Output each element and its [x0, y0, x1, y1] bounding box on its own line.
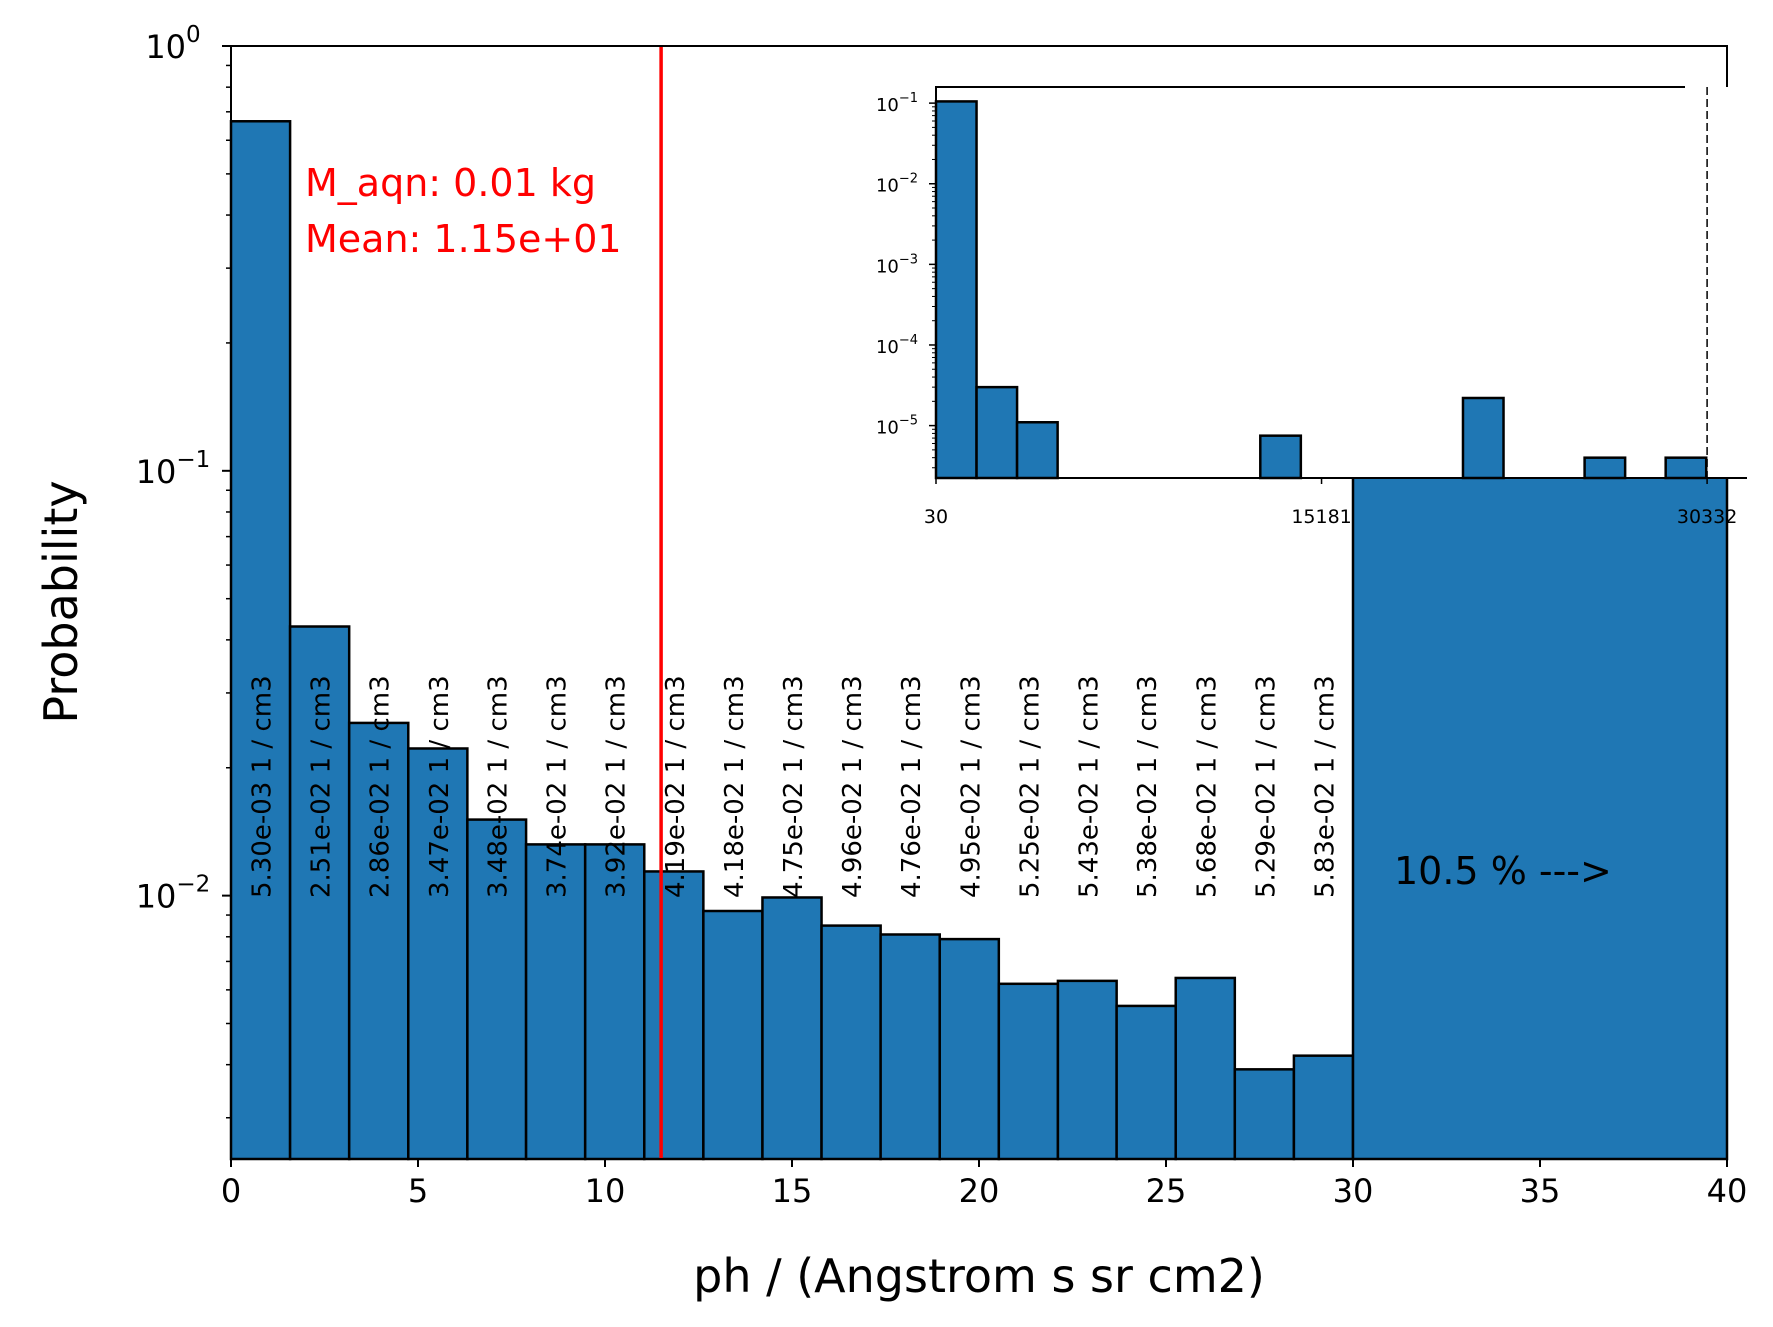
x-tick-label: 20 — [959, 1172, 1000, 1210]
inset-y-tick-label: 10−4 — [876, 333, 918, 358]
x-axis-label: ph / (Angstrom s sr cm2) — [693, 1249, 1265, 1303]
main-x-ticks: 0 5 10 15 20 25 30 35 40 — [221, 1159, 1748, 1210]
inset-bar — [1461, 396, 1505, 480]
bin-concentration-label: 3.48e-02 1 / cm3 — [484, 675, 514, 898]
bin-concentration-label: 5.68e-02 1 / cm3 — [1192, 675, 1222, 898]
histogram-bar — [643, 870, 705, 1161]
bin-concentration-label: 3.92e-02 1 / cm3 — [602, 675, 632, 898]
bin-concentration-label: 2.51e-02 1 / cm3 — [307, 675, 337, 898]
inset-bar — [1015, 421, 1059, 480]
inset-y-ticks: 10−1 10−2 10−3 10−4 10−5 — [876, 91, 936, 469]
bin-concentration-label: 4.75e-02 1 / cm3 — [779, 675, 809, 898]
y-tick-label: 100 — [145, 22, 200, 66]
x-tick-label: 15 — [772, 1172, 813, 1210]
bin-concentration-label: 5.25e-02 1 / cm3 — [1015, 675, 1045, 898]
inset-x-tick-label: 30 — [924, 506, 948, 528]
bin-concentration-label: 5.83e-02 1 / cm3 — [1310, 675, 1340, 898]
inset-x-tick-label: 30332 — [1677, 506, 1737, 528]
inset-y-tick-label: 10−1 — [876, 91, 918, 116]
bin-concentration-label: 5.29e-02 1 / cm3 — [1251, 675, 1281, 898]
histogram-bar — [1292, 1054, 1355, 1161]
inset-bar — [1664, 456, 1708, 480]
inset-y-tick-label: 10−5 — [876, 414, 918, 439]
histogram-bar — [1233, 1068, 1296, 1161]
inset-bar — [1583, 456, 1627, 480]
histogram-bar — [997, 982, 1060, 1161]
x-tick-label: 5 — [408, 1172, 428, 1210]
bin-concentration-label: 4.76e-02 1 / cm3 — [897, 675, 927, 898]
x-tick-label: 10 — [585, 1172, 626, 1210]
x-tick-label: 40 — [1707, 1172, 1748, 1210]
histogram-bar — [1351, 460, 1729, 1161]
histogram-bar — [820, 924, 882, 1161]
bin-concentration-label: 4.19e-02 1 / cm3 — [661, 675, 691, 898]
bin-concentration-label: 5.30e-03 1 / cm3 — [248, 675, 278, 898]
bin-concentration-label: 5.38e-02 1 / cm3 — [1133, 675, 1163, 898]
main-y-ticks: 100 10−1 10−2 — [136, 22, 231, 1119]
bin-concentration-label: 4.96e-02 1 / cm3 — [838, 675, 868, 898]
inset-y-tick-label: 10−3 — [876, 252, 918, 277]
overflow-annotation: 10.5 % ---> — [1394, 849, 1612, 893]
histogram-bar — [347, 721, 410, 1161]
y-tick-label: 10−2 — [136, 872, 211, 916]
inset-x-ticks: 30 15181 30332 — [924, 478, 1737, 528]
y-axis-label: Probability — [34, 480, 88, 723]
mean-annotation: Mean: 1.15e+01 — [305, 217, 622, 261]
inset-x-tick-label: 15181 — [1291, 506, 1351, 528]
inset-axes-frame — [935, 86, 1685, 478]
bin-concentration-label: 5.43e-02 1 / cm3 — [1074, 675, 1104, 898]
inset-bars — [934, 100, 1708, 480]
main-bars — [229, 120, 1729, 1161]
histogram-bar — [229, 120, 292, 1161]
inset-bar — [975, 385, 1019, 480]
histogram-bar — [702, 909, 764, 1161]
inset-y-tick-label: 10−2 — [876, 172, 918, 197]
histogram-bar — [761, 896, 823, 1161]
bin-concentration-label: 3.47e-02 1 / cm3 — [425, 675, 455, 898]
histogram-bar — [1056, 979, 1118, 1161]
bin-concentration-label: 4.95e-02 1 / cm3 — [956, 675, 986, 898]
x-tick-label: 0 — [221, 1172, 241, 1210]
inset-bar — [934, 100, 978, 480]
x-tick-label: 25 — [1146, 1172, 1187, 1210]
bin-concentration-label: 3.74e-02 1 / cm3 — [543, 675, 573, 898]
mass-annotation: M_aqn: 0.01 kg — [305, 161, 596, 205]
histogram-bar — [288, 625, 351, 1161]
histogram-bar — [1174, 976, 1237, 1161]
histogram-bar — [1115, 1004, 1177, 1161]
x-tick-label: 35 — [1520, 1172, 1561, 1210]
histogram-bar — [879, 933, 941, 1161]
bin-labels: 5.30e-03 1 / cm3 2.51e-02 1 / cm3 2.86e-02… — [248, 675, 1341, 898]
bin-concentration-label: 2.86e-02 1 / cm3 — [366, 675, 396, 898]
y-tick-label: 10−1 — [136, 447, 211, 491]
inset-bar — [1259, 434, 1303, 480]
inset-background — [936, 87, 1747, 478]
histogram-bar — [938, 937, 1001, 1161]
x-tick-label: 30 — [1333, 1172, 1374, 1210]
bin-concentration-label: 4.18e-02 1 / cm3 — [720, 675, 750, 898]
